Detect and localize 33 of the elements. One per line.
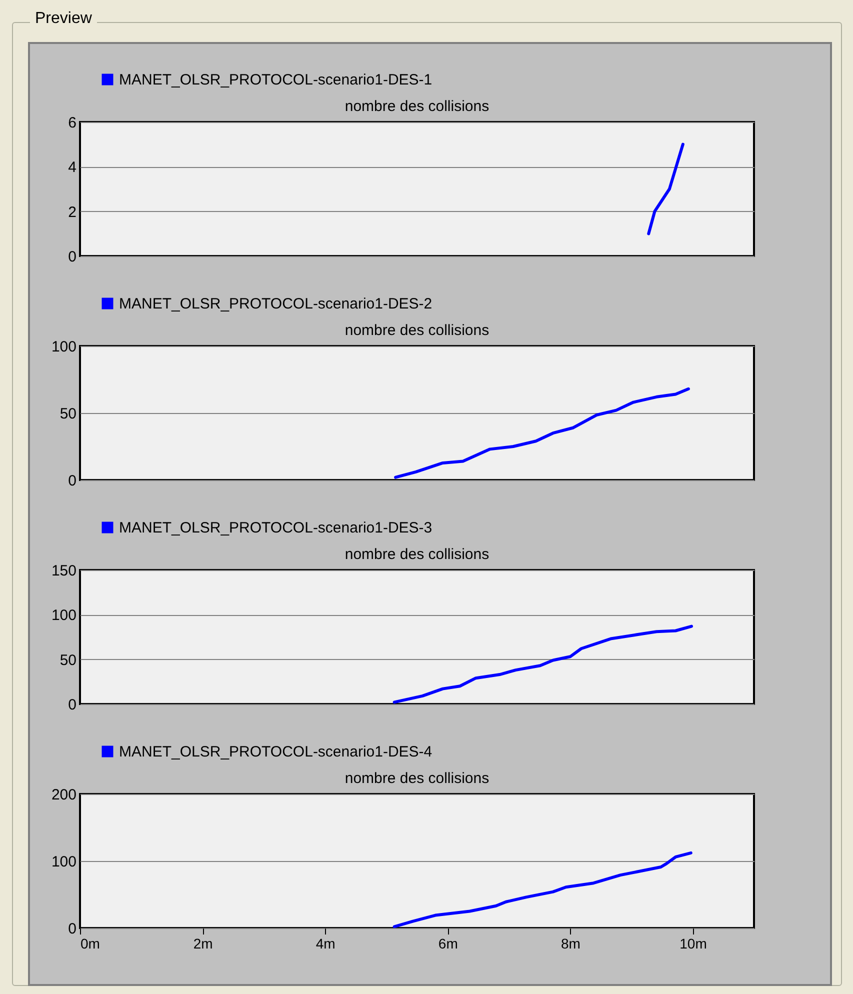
- legend-label: MANET_OLSR_PROTOCOL-scenario1-DES-2: [119, 296, 432, 312]
- y-tick-label: 0: [68, 472, 76, 490]
- y-tick-label: 50: [60, 406, 76, 422]
- chart-title: nombre des collisions: [344, 770, 490, 787]
- y-tick-label: 100: [51, 854, 76, 870]
- y-tick-label: 100: [51, 338, 76, 356]
- x-tick-label: 10m: [680, 936, 707, 952]
- y-tick-label: 0: [68, 920, 76, 938]
- x-tick-label: 8m: [560, 936, 580, 952]
- y-tick-label: 100: [51, 607, 76, 624]
- x-tick-label: 2m: [193, 936, 213, 952]
- x-tick-label: 6m: [438, 936, 458, 952]
- x-tick-label: 4m: [316, 936, 336, 952]
- legend-label: MANET_OLSR_PROTOCOL-scenario1-DES-3: [119, 520, 432, 536]
- y-tick-label: 150: [51, 562, 76, 580]
- line-series: [392, 851, 692, 928]
- legend-label: MANET_OLSR_PROTOCOL-scenario1-DES-4: [119, 744, 432, 760]
- text: Preview: [30, 10, 97, 28]
- chart-title: nombre des collisions: [344, 98, 490, 115]
- x-tick-label: 0m: [80, 936, 100, 952]
- y-tick-label: 0: [68, 248, 76, 266]
- line-series: [394, 387, 690, 479]
- legend-label: MANET_OLSR_PROTOCOL-scenario1-DES-1: [119, 72, 432, 88]
- y-tick-label: 6: [68, 114, 76, 132]
- y-tick-label: 200: [51, 786, 76, 804]
- line-series: [647, 142, 684, 236]
- line-series: [392, 624, 693, 704]
- y-tick-label: 50: [60, 652, 76, 669]
- y-tick-label: 0: [68, 696, 76, 714]
- y-tick-label: 4: [68, 159, 76, 176]
- chart-title: nombre des collisions: [344, 322, 490, 339]
- y-tick-label: 2: [68, 204, 76, 221]
- chart-title: nombre des collisions: [344, 546, 490, 563]
